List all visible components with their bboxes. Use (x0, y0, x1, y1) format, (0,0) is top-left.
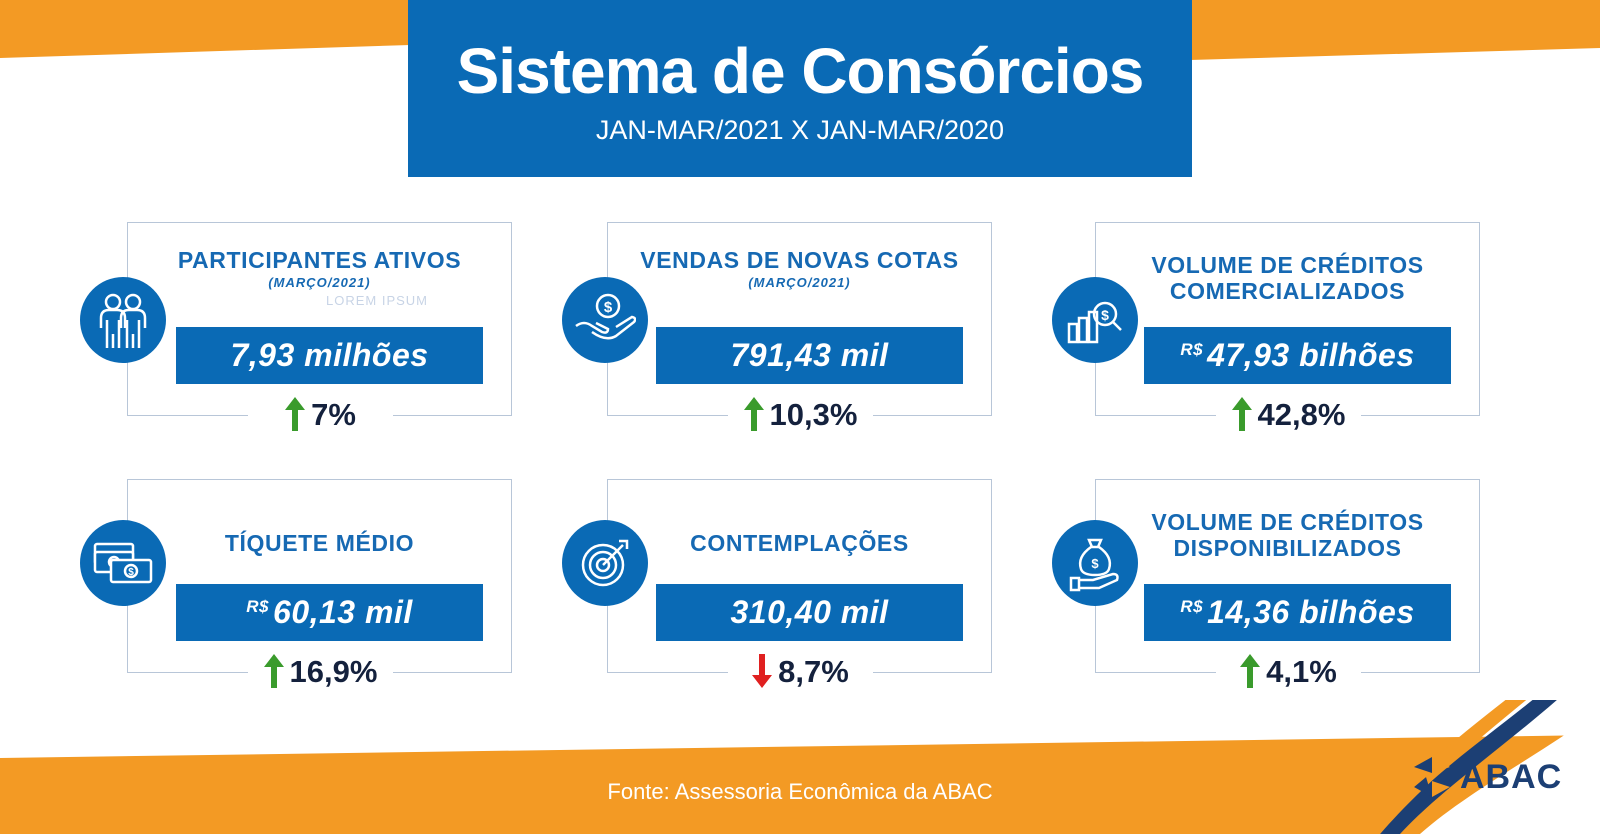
bottom-orange-band (0, 700, 1600, 834)
card-title-line2: COMERCIALIZADOS (1169, 278, 1406, 304)
card-volume-creditos-comercializados: VOLUME DE CRÉDITOS COMERCIALIZADOS R$ 47,9… (1095, 222, 1480, 437)
card-value-box: R$ 47,93 bilhões (1144, 327, 1451, 384)
abac-logo-icon (1414, 757, 1450, 797)
card-volume-creditos-disponibilizados: VOLUME DE CRÉDITOS DISPONIBILIZADOS R$ 14,… (1095, 479, 1480, 694)
card-value-box: R$ 14,36 bilhões (1144, 584, 1451, 641)
svg-text:$: $ (1091, 556, 1099, 571)
card-value-box: 310,40 mil (656, 584, 963, 641)
currency-label: R$ (1180, 340, 1204, 359)
card-change: 7% (248, 393, 393, 437)
card-title: VOLUME DE CRÉDITOS DISPONIBILIZADOS (1096, 509, 1479, 561)
card-change-value: 42,8% (1257, 397, 1346, 432)
hand-coin-icon: $ (562, 277, 648, 363)
money-bag-hand-icon: $ (1052, 520, 1138, 606)
card-value-box: R$ 60,13 mil (176, 584, 483, 641)
abac-logo: ABAC (1410, 755, 1562, 799)
card-change: 10,3% (728, 393, 873, 437)
arrow-up-icon (1240, 653, 1261, 688)
target-icon (562, 520, 648, 606)
card-value: 791,43 mil (730, 337, 889, 373)
card-title-line2: DISPONIBILIZADOS (1173, 535, 1402, 561)
svg-text:$: $ (604, 299, 613, 316)
svg-text:$: $ (128, 567, 134, 578)
card-value-box: 7,93 milhões (176, 327, 483, 384)
footer-source: Fonte: Assessoria Econômica da ABAC (607, 779, 993, 804)
people-icon (80, 277, 166, 363)
card-contemplacoes: CONTEMPLAÇÕES 310,40 mil 8,7% (607, 479, 992, 694)
card-value: 7,93 milhões (230, 337, 429, 373)
card-period: (MARÇO/2021) (268, 275, 371, 290)
card-title-line1: VOLUME DE CRÉDITOS (1151, 509, 1424, 535)
banknotes-icon: $ (80, 520, 166, 606)
card-change-value: 7% (311, 397, 356, 432)
card-change: 42,8% (1216, 393, 1361, 437)
arrow-down-icon (752, 653, 773, 688)
card-value: 60,13 mil (273, 594, 413, 630)
header-banner: Sistema de Consórcios JAN-MAR/2021 X JAN… (408, 0, 1192, 177)
arrow-up-icon (1231, 396, 1252, 431)
card-vendas-novas-cotas: VENDAS DE NOVAS COTAS (MARÇO/2021) 791,4… (607, 222, 992, 437)
card-participantes-ativos: PARTICIPANTES ATIVOS (MARÇO/2021) LOREM … (127, 222, 512, 437)
arrow-up-icon (743, 396, 764, 431)
arrow-up-icon (285, 396, 306, 431)
card-title: PARTICIPANTES ATIVOS (177, 247, 462, 273)
page-title: Sistema de Consórcios (456, 35, 1145, 107)
card-change-value: 4,1% (1266, 654, 1337, 689)
card-period: (MARÇO/2021) (748, 275, 851, 290)
card-change: 4,1% (1216, 650, 1361, 694)
card-value: 310,40 mil (730, 594, 889, 630)
card-title: CONTEMPLAÇÕES (690, 530, 909, 556)
chart-magnifier-icon: $ (1052, 277, 1138, 363)
card-title: VENDAS DE NOVAS COTAS (640, 247, 959, 273)
page-subtitle: JAN-MAR/2021 X JAN-MAR/2020 (595, 115, 1005, 145)
card-change: 8,7% (728, 650, 873, 694)
card-title-line1: VOLUME DE CRÉDITOS (1151, 252, 1424, 278)
currency-label: R$ (246, 597, 270, 616)
abac-logo-text: ABAC (1460, 757, 1563, 796)
card-value-box: 791,43 mil (656, 327, 963, 384)
card-change-value: 10,3% (769, 397, 858, 432)
card-change-value: 16,9% (289, 654, 378, 689)
card-value: 14,36 bilhões (1207, 594, 1415, 630)
top-orange-band (0, 0, 1600, 60)
arrow-up-icon (263, 653, 284, 688)
card-tiquete-medio: TÍQUETE MÉDIO R$ 60,13 mil 16,9% (127, 479, 512, 694)
ghost-text: LOREM IPSUM (326, 293, 429, 308)
card-title: VOLUME DE CRÉDITOS COMERCIALIZADOS (1096, 252, 1479, 304)
currency-label: R$ (1180, 597, 1204, 616)
card-value: 47,93 bilhões (1207, 337, 1415, 373)
card-title: TÍQUETE MÉDIO (224, 530, 415, 556)
card-change: 16,9% (248, 650, 393, 694)
card-change-value: 8,7% (778, 654, 849, 689)
svg-text:$: $ (1101, 307, 1109, 323)
